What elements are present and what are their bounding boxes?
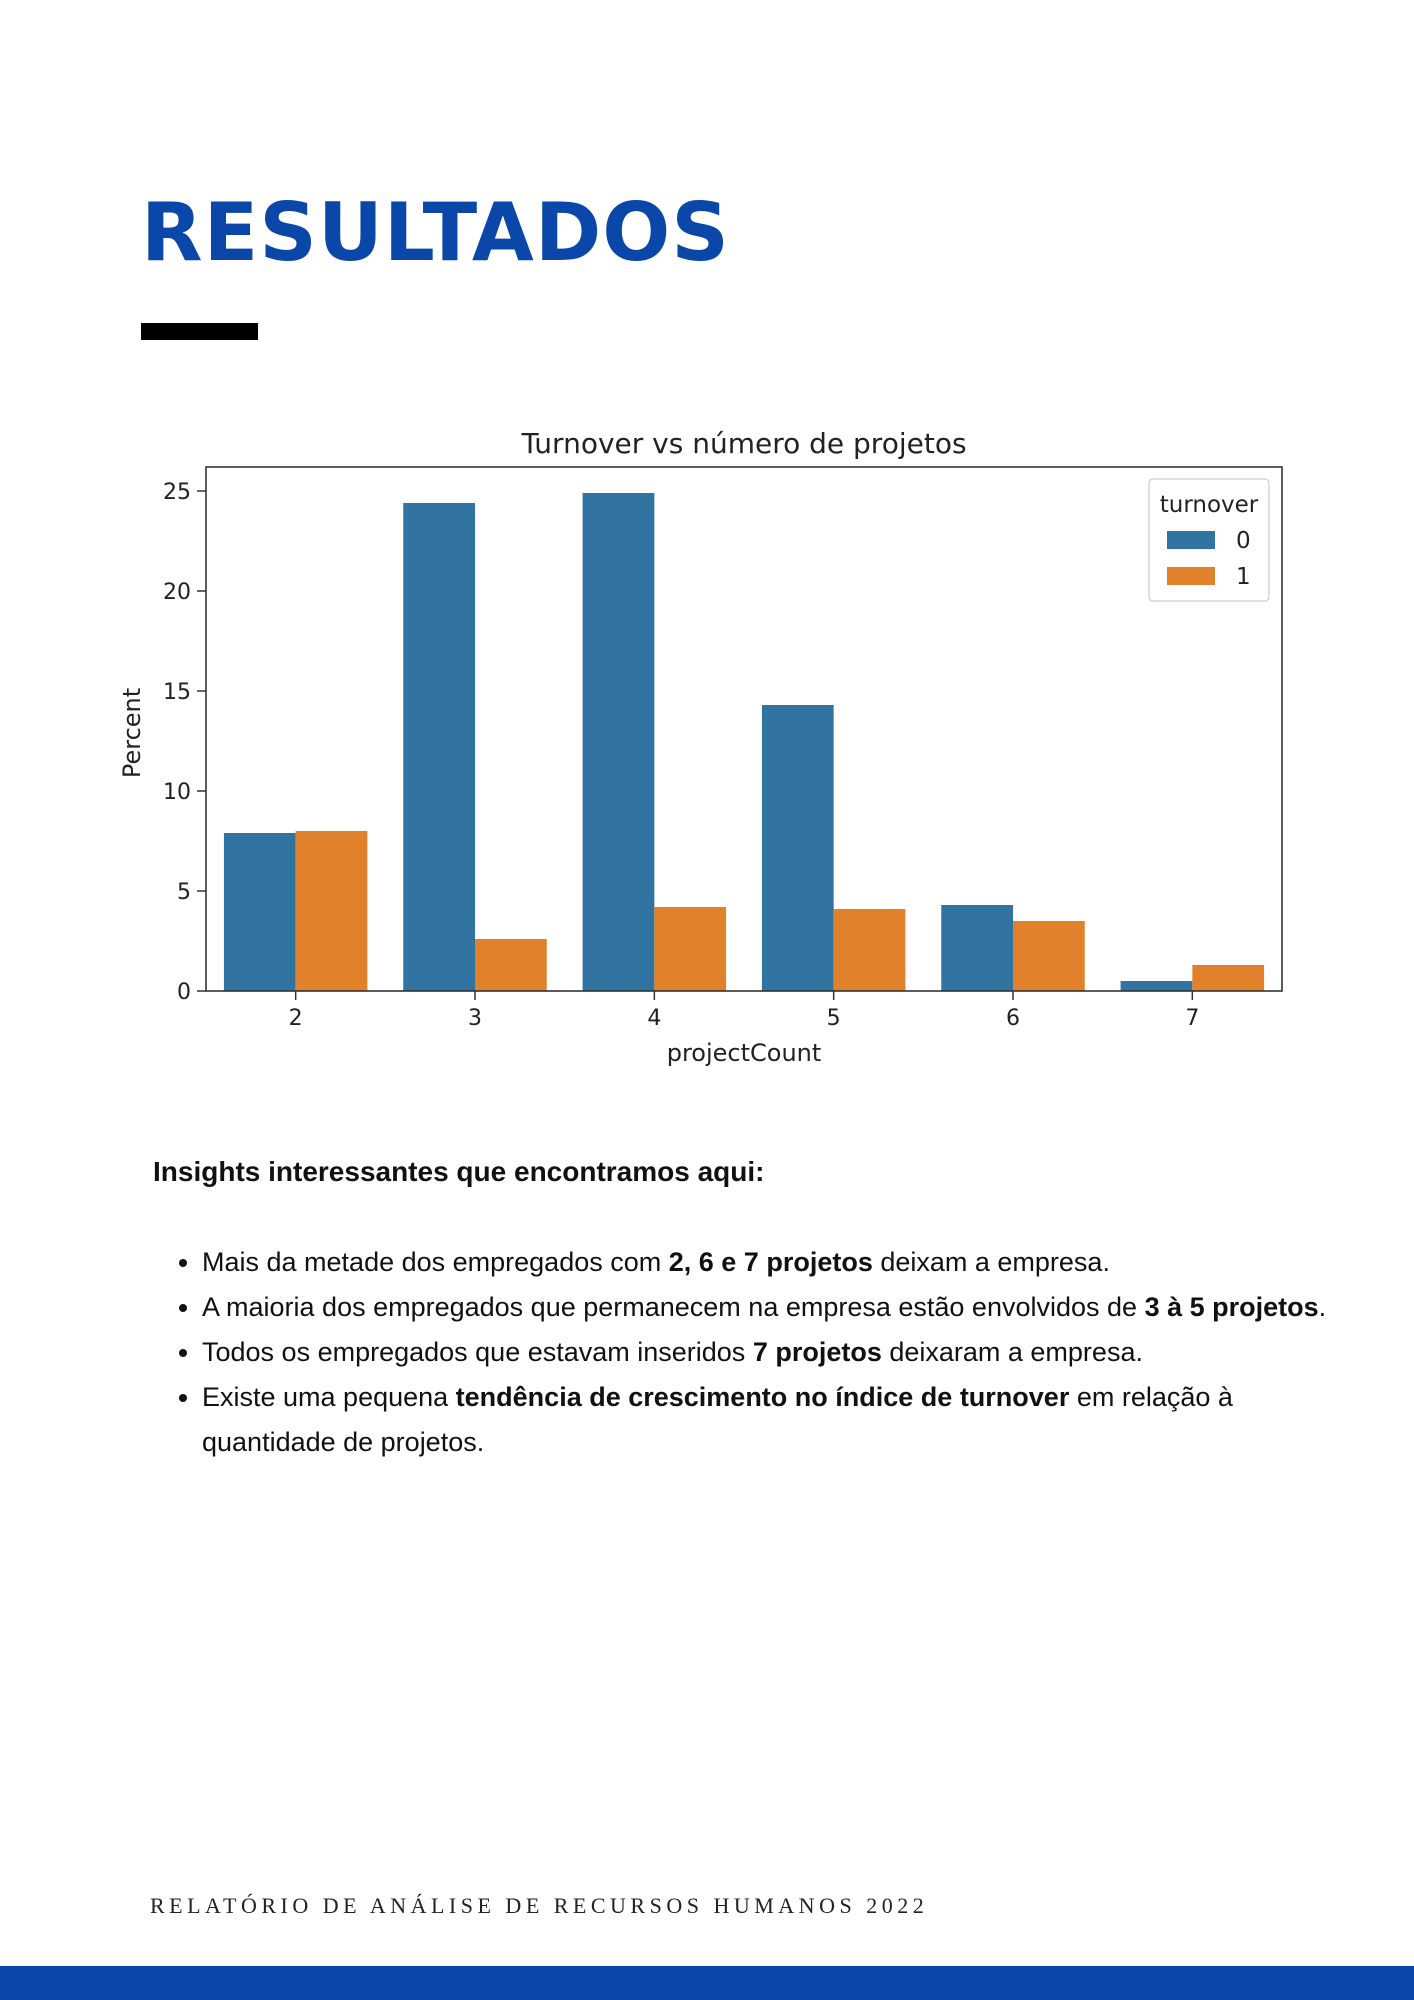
bar-series-1-2 bbox=[295, 831, 368, 991]
y-tick-label: 25 bbox=[163, 480, 191, 505]
insight-emphasis: tendência de crescimento no índice de tu… bbox=[455, 1382, 1070, 1412]
page-title: RESULTADOS bbox=[141, 186, 730, 279]
insight-text: Existe uma pequena bbox=[202, 1382, 456, 1412]
bar-series-1-3 bbox=[475, 939, 547, 991]
bar-series-0-3 bbox=[403, 503, 475, 991]
y-tick-label: 5 bbox=[177, 880, 191, 905]
legend-swatch-1 bbox=[1167, 567, 1215, 585]
footer-band bbox=[0, 1966, 1414, 2000]
legend-title: turnover bbox=[1160, 492, 1259, 518]
insight-emphasis: 2, 6 e 7 projetos bbox=[668, 1247, 873, 1277]
x-axis-label: projectCount bbox=[667, 1039, 822, 1067]
insight-text: Todos os empregados que estavam inserido… bbox=[202, 1337, 753, 1367]
bar-series-0-4 bbox=[582, 493, 655, 991]
plot-frame bbox=[205, 466, 1283, 992]
insight-text: deixaram a empresa. bbox=[881, 1337, 1143, 1367]
insight-text: em relação à quantidade de projetos. bbox=[202, 1382, 1233, 1457]
bar-series-0-6 bbox=[941, 905, 1013, 991]
y-tick-label: 20 bbox=[163, 580, 191, 605]
x-tick-label: 6 bbox=[1006, 1006, 1020, 1031]
insight-item: Existe uma pequena tendência de crescime… bbox=[202, 1375, 1337, 1465]
insight-text: Mais da metade dos empregados com bbox=[202, 1247, 669, 1277]
legend-label: 1 bbox=[1236, 564, 1251, 590]
insight-item: A maioria dos empregados que permanecem … bbox=[202, 1285, 1337, 1330]
chart-title: Turnover vs número de projetos bbox=[520, 427, 966, 460]
bar-series-0-5 bbox=[761, 705, 834, 991]
insight-text: deixam a empresa. bbox=[872, 1247, 1110, 1277]
bar-series-0-7 bbox=[1120, 981, 1193, 991]
x-tick-label: 7 bbox=[1185, 1006, 1199, 1031]
legend-label: 0 bbox=[1236, 528, 1251, 554]
x-tick-label: 3 bbox=[468, 1006, 482, 1031]
insights-list: Mais da metade dos empregados com 2, 6 e… bbox=[153, 1240, 1337, 1465]
x-tick-label: 2 bbox=[289, 1006, 303, 1031]
x-tick-label: 4 bbox=[647, 1006, 661, 1031]
legend-swatch-0 bbox=[1167, 531, 1215, 549]
x-tick-label: 5 bbox=[827, 1006, 841, 1031]
insight-text: . bbox=[1318, 1292, 1327, 1322]
footer-report-title: RELATÓRIO DE ANÁLISE DE RECURSOS HUMANOS… bbox=[150, 1893, 929, 1918]
bar-series-0-2 bbox=[223, 833, 296, 991]
turnover-bar-chart: Turnover vs número de projetos0510152025… bbox=[118, 427, 1283, 1067]
y-tick-label: 0 bbox=[177, 980, 191, 1005]
insight-item: Todos os empregados que estavam inserido… bbox=[202, 1330, 1337, 1375]
insight-emphasis: 7 projetos bbox=[752, 1337, 882, 1367]
bar-series-1-7 bbox=[1192, 965, 1265, 991]
title-underline bbox=[141, 323, 258, 340]
y-tick-label: 15 bbox=[163, 680, 191, 705]
bar-series-1-6 bbox=[1013, 921, 1085, 991]
y-axis-label: Percent bbox=[118, 688, 146, 778]
insight-emphasis: 3 à 5 projetos bbox=[1144, 1292, 1319, 1322]
bar-series-1-5 bbox=[833, 909, 906, 991]
bar-series-1-4 bbox=[654, 907, 727, 991]
insight-item: Mais da metade dos empregados com 2, 6 e… bbox=[202, 1240, 1337, 1285]
y-tick-label: 10 bbox=[163, 780, 191, 805]
insights-heading: Insights interessantes que encontramos a… bbox=[153, 1156, 765, 1187]
insight-text: A maioria dos empregados que permanecem … bbox=[202, 1292, 1145, 1322]
